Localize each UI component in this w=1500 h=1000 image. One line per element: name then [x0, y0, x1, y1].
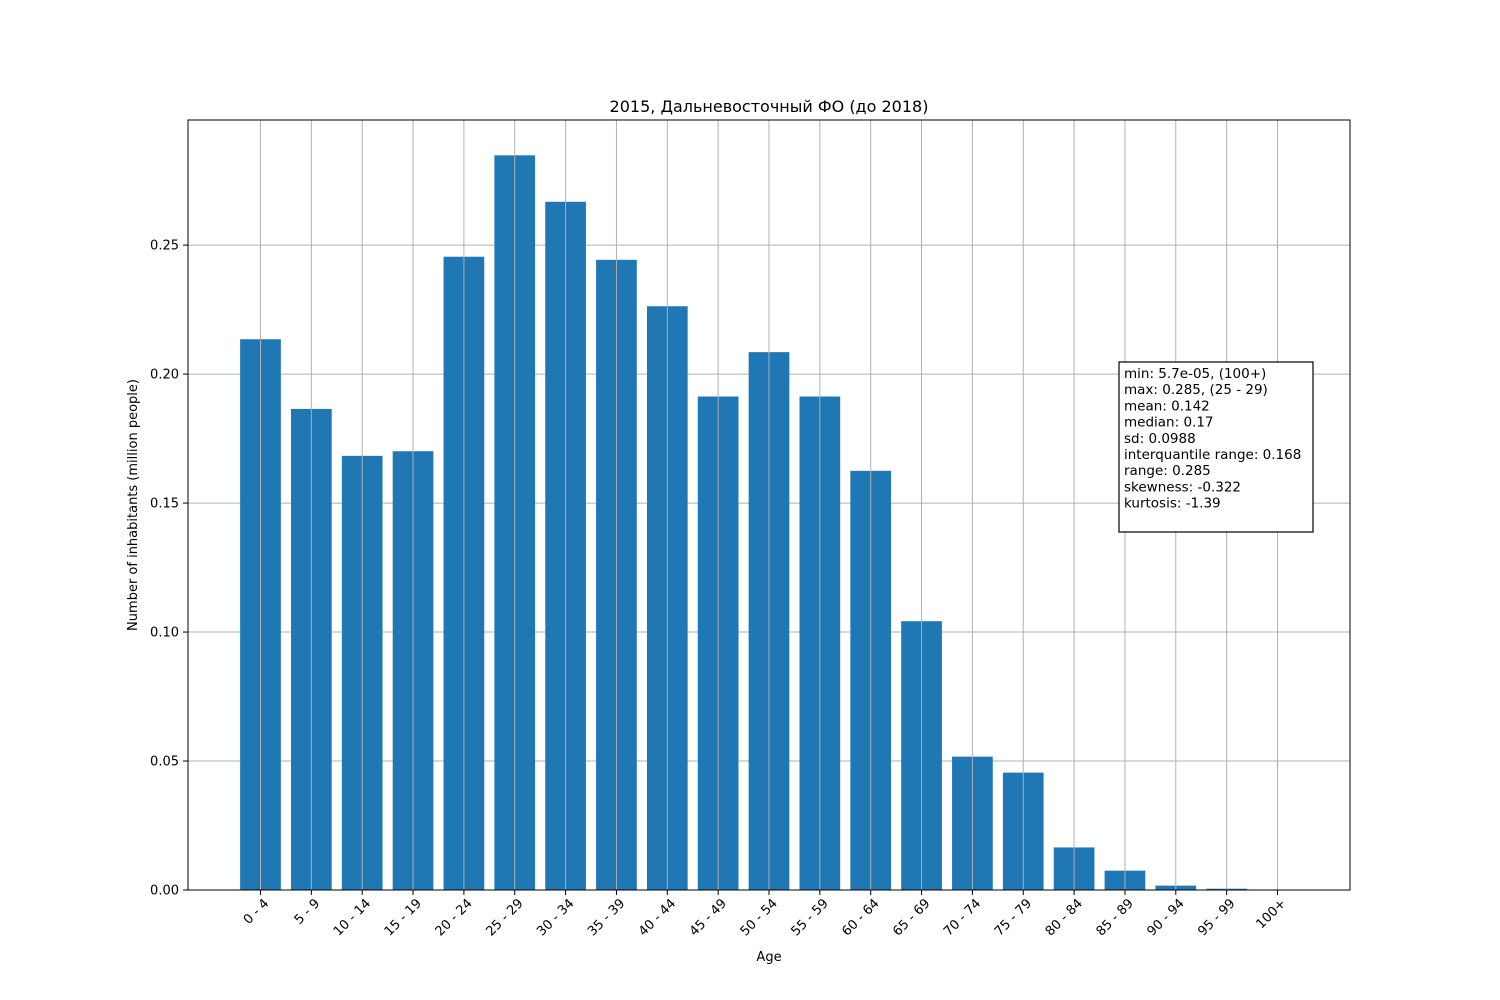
- x-tick-label: 55 - 59: [789, 896, 832, 939]
- y-tick-label: 0.00: [150, 884, 179, 899]
- stats-line: max: 0.285, (25 - 29): [1124, 382, 1268, 398]
- x-tick-label: 95 - 99: [1195, 896, 1238, 939]
- stats-line: interquantile range: 0.168: [1124, 447, 1301, 463]
- stats-line: skewness: -0.322: [1124, 479, 1241, 495]
- x-tick-label: 50 - 54: [738, 896, 781, 939]
- x-tick-label: 85 - 89: [1094, 896, 1137, 939]
- x-axis-ticks: 0 - 4 5 - 9 10 - 14 15 - 19 20 - 24 25 - 29 30…: [241, 890, 1289, 939]
- x-tick-label: 25 - 29: [483, 896, 526, 939]
- x-tick-label: 15 - 19: [382, 896, 425, 939]
- x-tick-label: 35 - 39: [585, 896, 628, 939]
- x-tick-label: 10 - 14: [331, 896, 374, 939]
- x-tick-label: 65 - 69: [890, 896, 933, 939]
- x-tick-label: 70 - 74: [941, 896, 984, 939]
- x-tick-label: 75 - 79: [992, 896, 1035, 939]
- x-axis-label: Age: [756, 950, 781, 965]
- x-tick-label: 100+: [1253, 896, 1289, 932]
- x-tick-label: 40 - 44: [636, 896, 679, 939]
- y-tick-label: 0.20: [150, 368, 179, 383]
- stats-line: kurtosis: -1.39: [1124, 496, 1221, 512]
- stats-box-frame: [1118, 361, 1314, 533]
- stats-line: min: 5.7e-05, (100+): [1124, 366, 1266, 382]
- x-tick-label: 80 - 84: [1043, 896, 1086, 939]
- stats-line: mean: 0.142: [1124, 398, 1210, 414]
- y-axis-label: Number of inhabitants (million people): [126, 379, 141, 631]
- x-tick-label: 90 - 94: [1144, 896, 1187, 939]
- x-tick-label: 0 - 4: [241, 896, 272, 927]
- y-tick-label: 0.25: [150, 239, 179, 254]
- stats-box: min: 5.7e-05, (100+)max: 0.285, (25 - 29…: [1118, 361, 1314, 533]
- stats-line: median: 0.17: [1124, 415, 1214, 431]
- y-tick-label: 0.05: [150, 755, 179, 770]
- x-tick-label: 60 - 64: [839, 896, 882, 939]
- y-tick-label: 0.15: [150, 497, 179, 512]
- x-tick-label: 30 - 34: [534, 896, 577, 939]
- x-tick-label: 45 - 49: [687, 896, 730, 939]
- y-axis-ticks: 0.00 0.05 0.10 0.15 0.20 0.25: [150, 239, 188, 899]
- x-tick-label: 5 - 9: [292, 896, 323, 927]
- bars: [240, 120, 1298, 891]
- y-tick-label: 0.10: [150, 626, 179, 641]
- x-tick-label: 20 - 24: [433, 896, 476, 939]
- stats-line: sd: 0.0988: [1124, 431, 1196, 447]
- chart-title: 2015, Дальневосточный ФО (до 2018): [610, 97, 929, 116]
- stats-line: range: 0.285: [1124, 463, 1211, 479]
